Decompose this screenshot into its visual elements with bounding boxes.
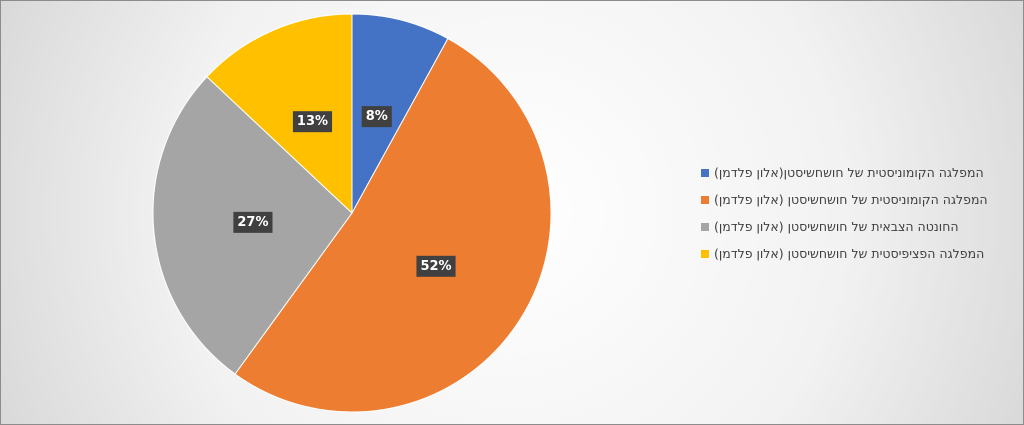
pie-slice (206, 13, 353, 215)
legend-item: המפלגה הפציפיסטית של חושחשיסטן (אלון פלד… (701, 240, 1019, 267)
legend-label: החונטה הצבאית של חושחשיסטן (אלון פלדמן) (714, 219, 959, 234)
data-label-text: 27% (237, 215, 268, 230)
legend: המפלגה הקומוניסטית של חושחשיסטן(אלון פלד… (701, 159, 1019, 267)
data-label-box (292, 111, 333, 133)
legend-item: המפלגה הקומוניסטית של חושחשיסטן (אלון פל… (701, 186, 1019, 213)
data-label-box (361, 106, 392, 128)
data-label: 13% (292, 111, 333, 133)
pie-slice (351, 13, 449, 214)
pie-slice (234, 37, 552, 413)
legend-swatch (701, 195, 709, 204)
data-label-box (233, 211, 273, 233)
legend-item: המפלגה הקומוניסטית של חושחשיסטן(אלון פלד… (701, 159, 1019, 186)
legend-swatch (701, 222, 709, 231)
legend-label: המפלגה הפציפיסטית של חושחשיסטן (אלון פלד… (714, 246, 985, 261)
data-label-box (416, 255, 456, 277)
data-label: 27% (233, 211, 273, 233)
legend-label: המפלגה הקומוניסטית של חושחשיסטן(אלון פלד… (714, 165, 984, 180)
data-label-text: 52% (420, 259, 451, 274)
data-label-text: 13% (297, 114, 328, 129)
data-label: 8% (361, 106, 392, 128)
data-label: 52% (416, 255, 456, 277)
legend-swatch (701, 249, 709, 258)
legend-label: המפלגה הקומוניסטית של חושחשיסטן (אלון פל… (714, 192, 988, 207)
data-label-text: 8% (366, 109, 388, 124)
legend-swatch (701, 168, 709, 177)
legend-item: החונטה הצבאית של חושחשיסטן (אלון פלדמן) (701, 213, 1019, 240)
